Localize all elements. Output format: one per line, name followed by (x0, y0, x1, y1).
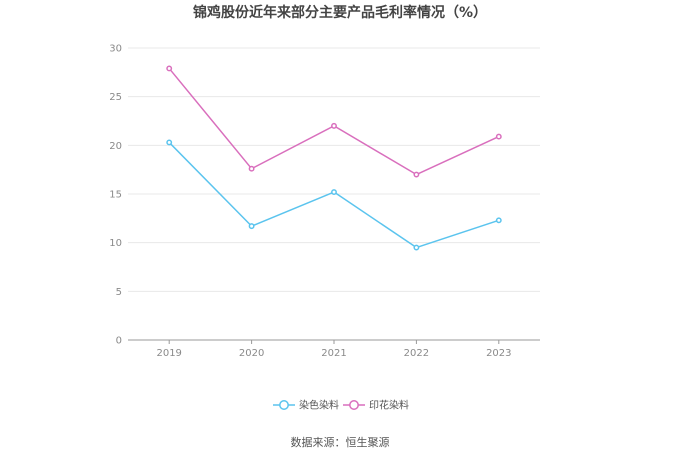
data-point[interactable] (413, 171, 420, 178)
x-tick-label: 2023 (486, 348, 511, 359)
data-point[interactable] (248, 223, 255, 230)
y-tick-label: 20 (109, 141, 122, 152)
y-tick-label: 5 (116, 287, 122, 298)
y-tick-label: 25 (109, 92, 122, 103)
legend-marker-icon (349, 400, 359, 410)
y-tick-label: 0 (116, 336, 122, 347)
y-tick-label: 30 (109, 44, 122, 55)
series-line-2 (168, 67, 500, 176)
chart-title: 锦鸡股份近年来部分主要产品毛利率情况（%） (193, 4, 487, 21)
x-tick-label: 2019 (156, 348, 181, 359)
legend-item-1[interactable]: 染色染料 (273, 399, 339, 412)
grid-lines (128, 47, 540, 292)
series-lines (166, 65, 502, 251)
data-point[interactable] (166, 65, 173, 72)
data-point[interactable] (495, 217, 502, 224)
data-point[interactable] (331, 189, 337, 196)
x-tick-label: 2020 (239, 348, 264, 359)
data-point[interactable] (495, 133, 502, 140)
axes: 0 5 10 15 20 25 30 2019 2020 2021 2022 2023 (109, 44, 540, 359)
legend-label: 染色染料 (299, 399, 339, 412)
data-point[interactable] (331, 122, 337, 129)
data-point[interactable] (413, 244, 420, 251)
data-source-note: 数据来源：恒生聚源 (291, 435, 390, 449)
legend: 染色染料 印花染料 (273, 399, 409, 412)
legend-item-2[interactable]: 印花染料 (343, 399, 409, 412)
legend-marker-icon (279, 400, 289, 410)
x-tick-label: 2022 (404, 348, 429, 359)
legend-label: 印花染料 (369, 399, 409, 412)
data-point[interactable] (248, 165, 255, 172)
y-tick-label: 10 (109, 238, 122, 249)
data-point[interactable] (166, 139, 173, 146)
x-tick-label: 2021 (321, 348, 346, 359)
y-tick-label: 15 (109, 190, 122, 201)
